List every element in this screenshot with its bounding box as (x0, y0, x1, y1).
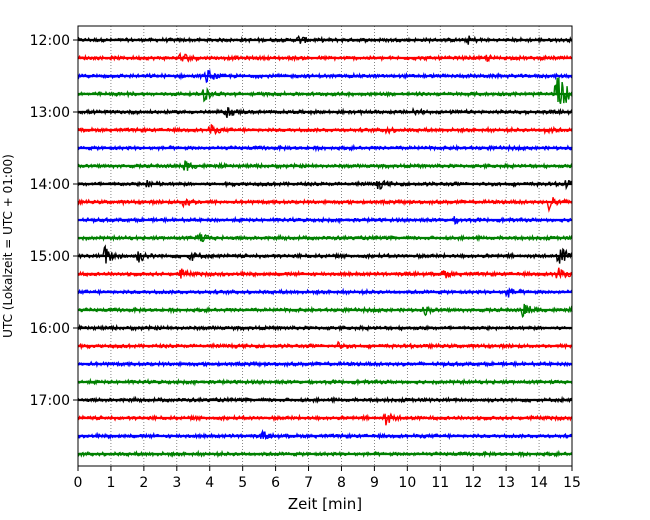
x-tick-label: 2 (139, 475, 148, 491)
x-tick-label: 8 (337, 475, 346, 491)
x-tick-label: 11 (431, 475, 449, 491)
y-tick-label: 12:00 (30, 33, 70, 49)
x-tick-label: 0 (74, 475, 83, 491)
x-axis-label: Zeit [min] (288, 495, 362, 513)
x-tick-label: 15 (563, 475, 581, 491)
x-tick-label: 12 (464, 475, 482, 491)
y-tick-label: 15:00 (30, 249, 70, 265)
x-tick-label: 9 (370, 475, 379, 491)
x-tick-label: 10 (398, 475, 416, 491)
x-tick-label: 6 (271, 475, 280, 491)
x-tick-label: 7 (304, 475, 313, 491)
grid (110, 26, 540, 466)
y-tick-label: 16:00 (30, 321, 70, 337)
y-tick-label: 13:00 (30, 105, 70, 121)
y-axis-label: UTC (Lokalzeit = UTC + 01:00) (1, 154, 15, 338)
y-tick-label: 14:00 (30, 177, 70, 193)
trace-line (77, 412, 573, 426)
x-tick-label: 1 (106, 475, 115, 491)
x-tick-label: 4 (205, 475, 214, 491)
y-axis: 12:00 13:00 14:00 15:00 16:00 17:00 (30, 33, 78, 409)
y-tick-label: 17:00 (30, 393, 70, 409)
x-tick-label: 3 (172, 475, 181, 491)
x-tick-label: 13 (497, 475, 515, 491)
traces (77, 34, 573, 459)
x-tick-label: 5 (238, 475, 247, 491)
plot-frame (77, 25, 573, 467)
trace-line (77, 197, 573, 213)
trace-line (77, 77, 573, 104)
x-axis: 0 1 2 3 4 5 6 7 8 9 10 11 12 13 14 15 (74, 466, 581, 491)
x-tick-label: 14 (530, 475, 548, 491)
